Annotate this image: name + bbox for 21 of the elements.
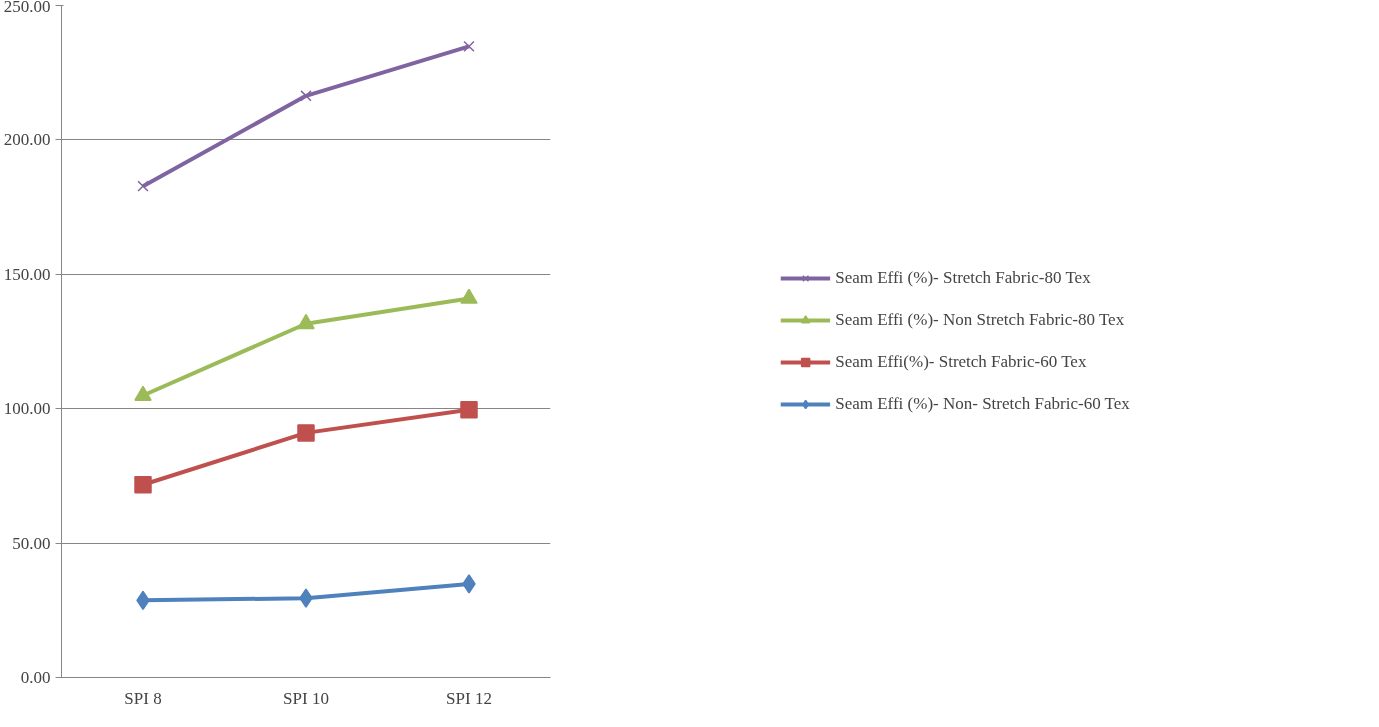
y-tick-label: 200.00 — [3, 130, 51, 150]
point — [462, 574, 476, 594]
legend-label: Seam Effi(%)- Stretch Fabric-60 Tex — [835, 352, 1087, 372]
point — [134, 476, 152, 494]
legend-label: Seam Effi (%)- Stretch Fabric-80 Tex — [835, 268, 1091, 288]
x-tick-label: SPI 8 — [124, 688, 162, 708]
x-tick-label: SPI 10 — [283, 688, 329, 708]
point — [460, 401, 478, 419]
point — [463, 40, 475, 53]
point — [299, 588, 313, 608]
y-tick-label: 100.00 — [3, 399, 51, 419]
legend-label: Seam Effi (%)- Non Stretch Fabric-80 Tex — [835, 310, 1125, 330]
x-tick-label: SPI 12 — [446, 688, 492, 708]
y-tick-label: 50.00 — [12, 533, 51, 553]
y-tick-label: 0.00 — [20, 668, 51, 687]
legend-label: Seam Effi (%)- Non- Stretch Fabric-60 Tex — [835, 394, 1130, 414]
y-tick-label: 250.00 — [3, 0, 51, 16]
y-tick-label: 150.00 — [3, 264, 51, 284]
point — [137, 180, 149, 192]
point — [300, 90, 312, 102]
point — [297, 424, 315, 442]
